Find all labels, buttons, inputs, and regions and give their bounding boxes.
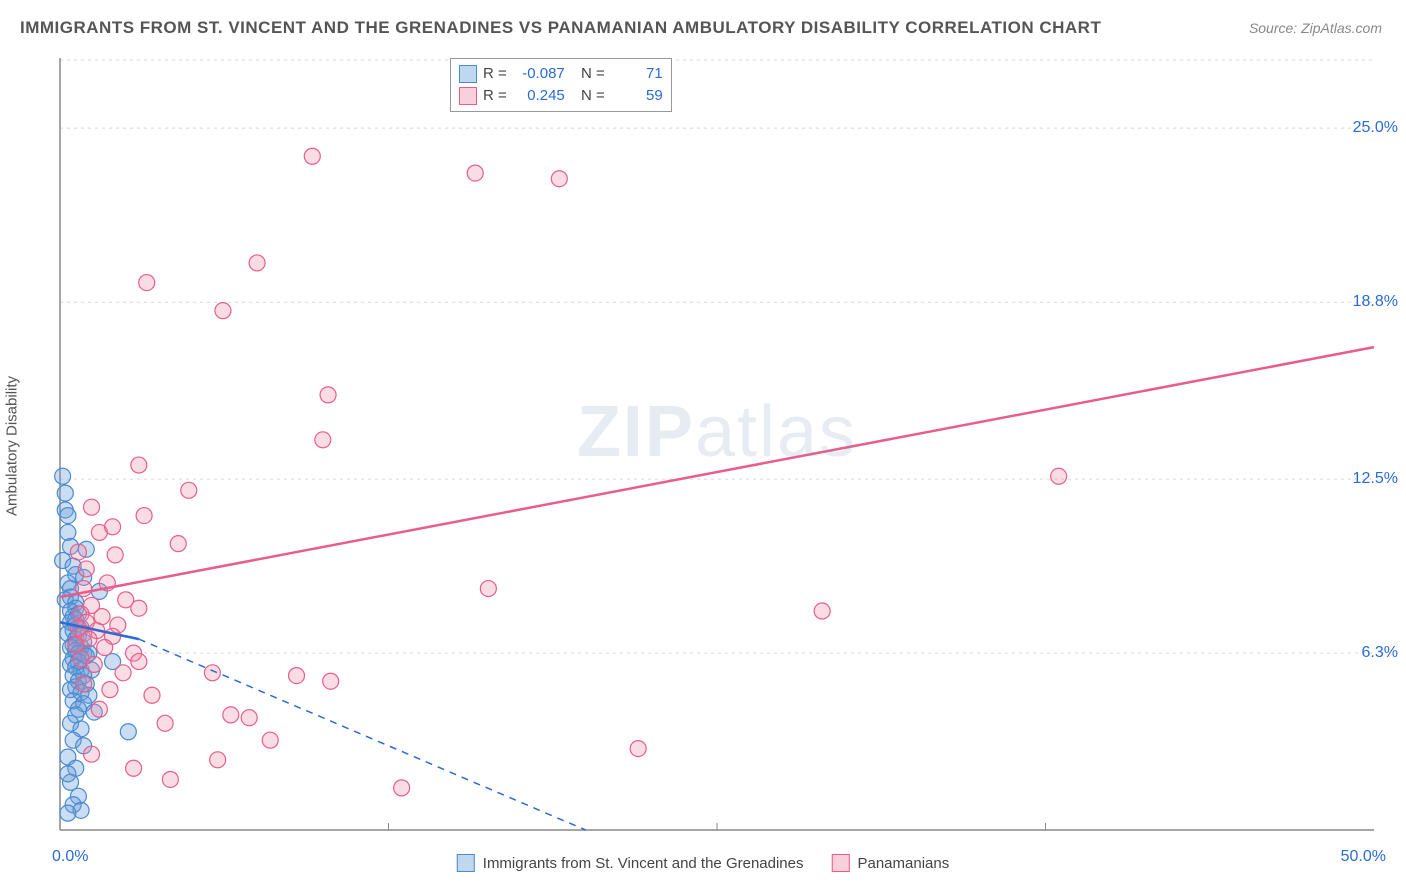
bottom-legend-label-0: Immigrants from St. Vincent and the Gren… xyxy=(483,855,804,872)
bottom-swatch-1 xyxy=(831,854,849,872)
chart-title: IMMIGRANTS FROM ST. VINCENT AND THE GREN… xyxy=(20,18,1101,38)
source-label: Source: ZipAtlas.com xyxy=(1249,20,1382,36)
bottom-swatch-0 xyxy=(457,854,475,872)
y-tick-1: 12.5% xyxy=(1353,470,1398,488)
bottom-legend-item-1: Panamanians xyxy=(831,854,949,872)
stats-row-1: R = 0.245 N = 59 xyxy=(459,85,663,107)
bottom-legend: Immigrants from St. Vincent and the Gren… xyxy=(457,854,949,872)
r-label: R = xyxy=(483,63,507,85)
scatter-chart-svg xyxy=(52,58,1382,838)
chart-area: ZIPatlas xyxy=(52,58,1382,838)
y-tick-3: 25.0% xyxy=(1353,119,1398,137)
n-value-0: 71 xyxy=(611,63,663,85)
x-tick-1: 50.0% xyxy=(1341,848,1386,866)
y-tick-0: 6.3% xyxy=(1362,644,1398,662)
legend-swatch-0 xyxy=(459,65,477,83)
stats-legend: R = -0.087 N = 71 R = 0.245 N = 59 xyxy=(450,58,672,112)
stats-row-0: R = -0.087 N = 71 xyxy=(459,63,663,85)
n-label: N = xyxy=(581,85,605,107)
r-label: R = xyxy=(483,85,507,107)
x-tick-0: 0.0% xyxy=(52,848,88,866)
n-label: N = xyxy=(581,63,605,85)
y-axis-label: Ambulatory Disability xyxy=(4,376,21,516)
y-tick-2: 18.8% xyxy=(1353,293,1398,311)
r-value-1: 0.245 xyxy=(513,85,565,107)
n-value-1: 59 xyxy=(611,85,663,107)
bottom-legend-label-1: Panamanians xyxy=(857,855,949,872)
bottom-legend-item-0: Immigrants from St. Vincent and the Gren… xyxy=(457,854,804,872)
r-value-0: -0.087 xyxy=(513,63,565,85)
legend-swatch-1 xyxy=(459,87,477,105)
